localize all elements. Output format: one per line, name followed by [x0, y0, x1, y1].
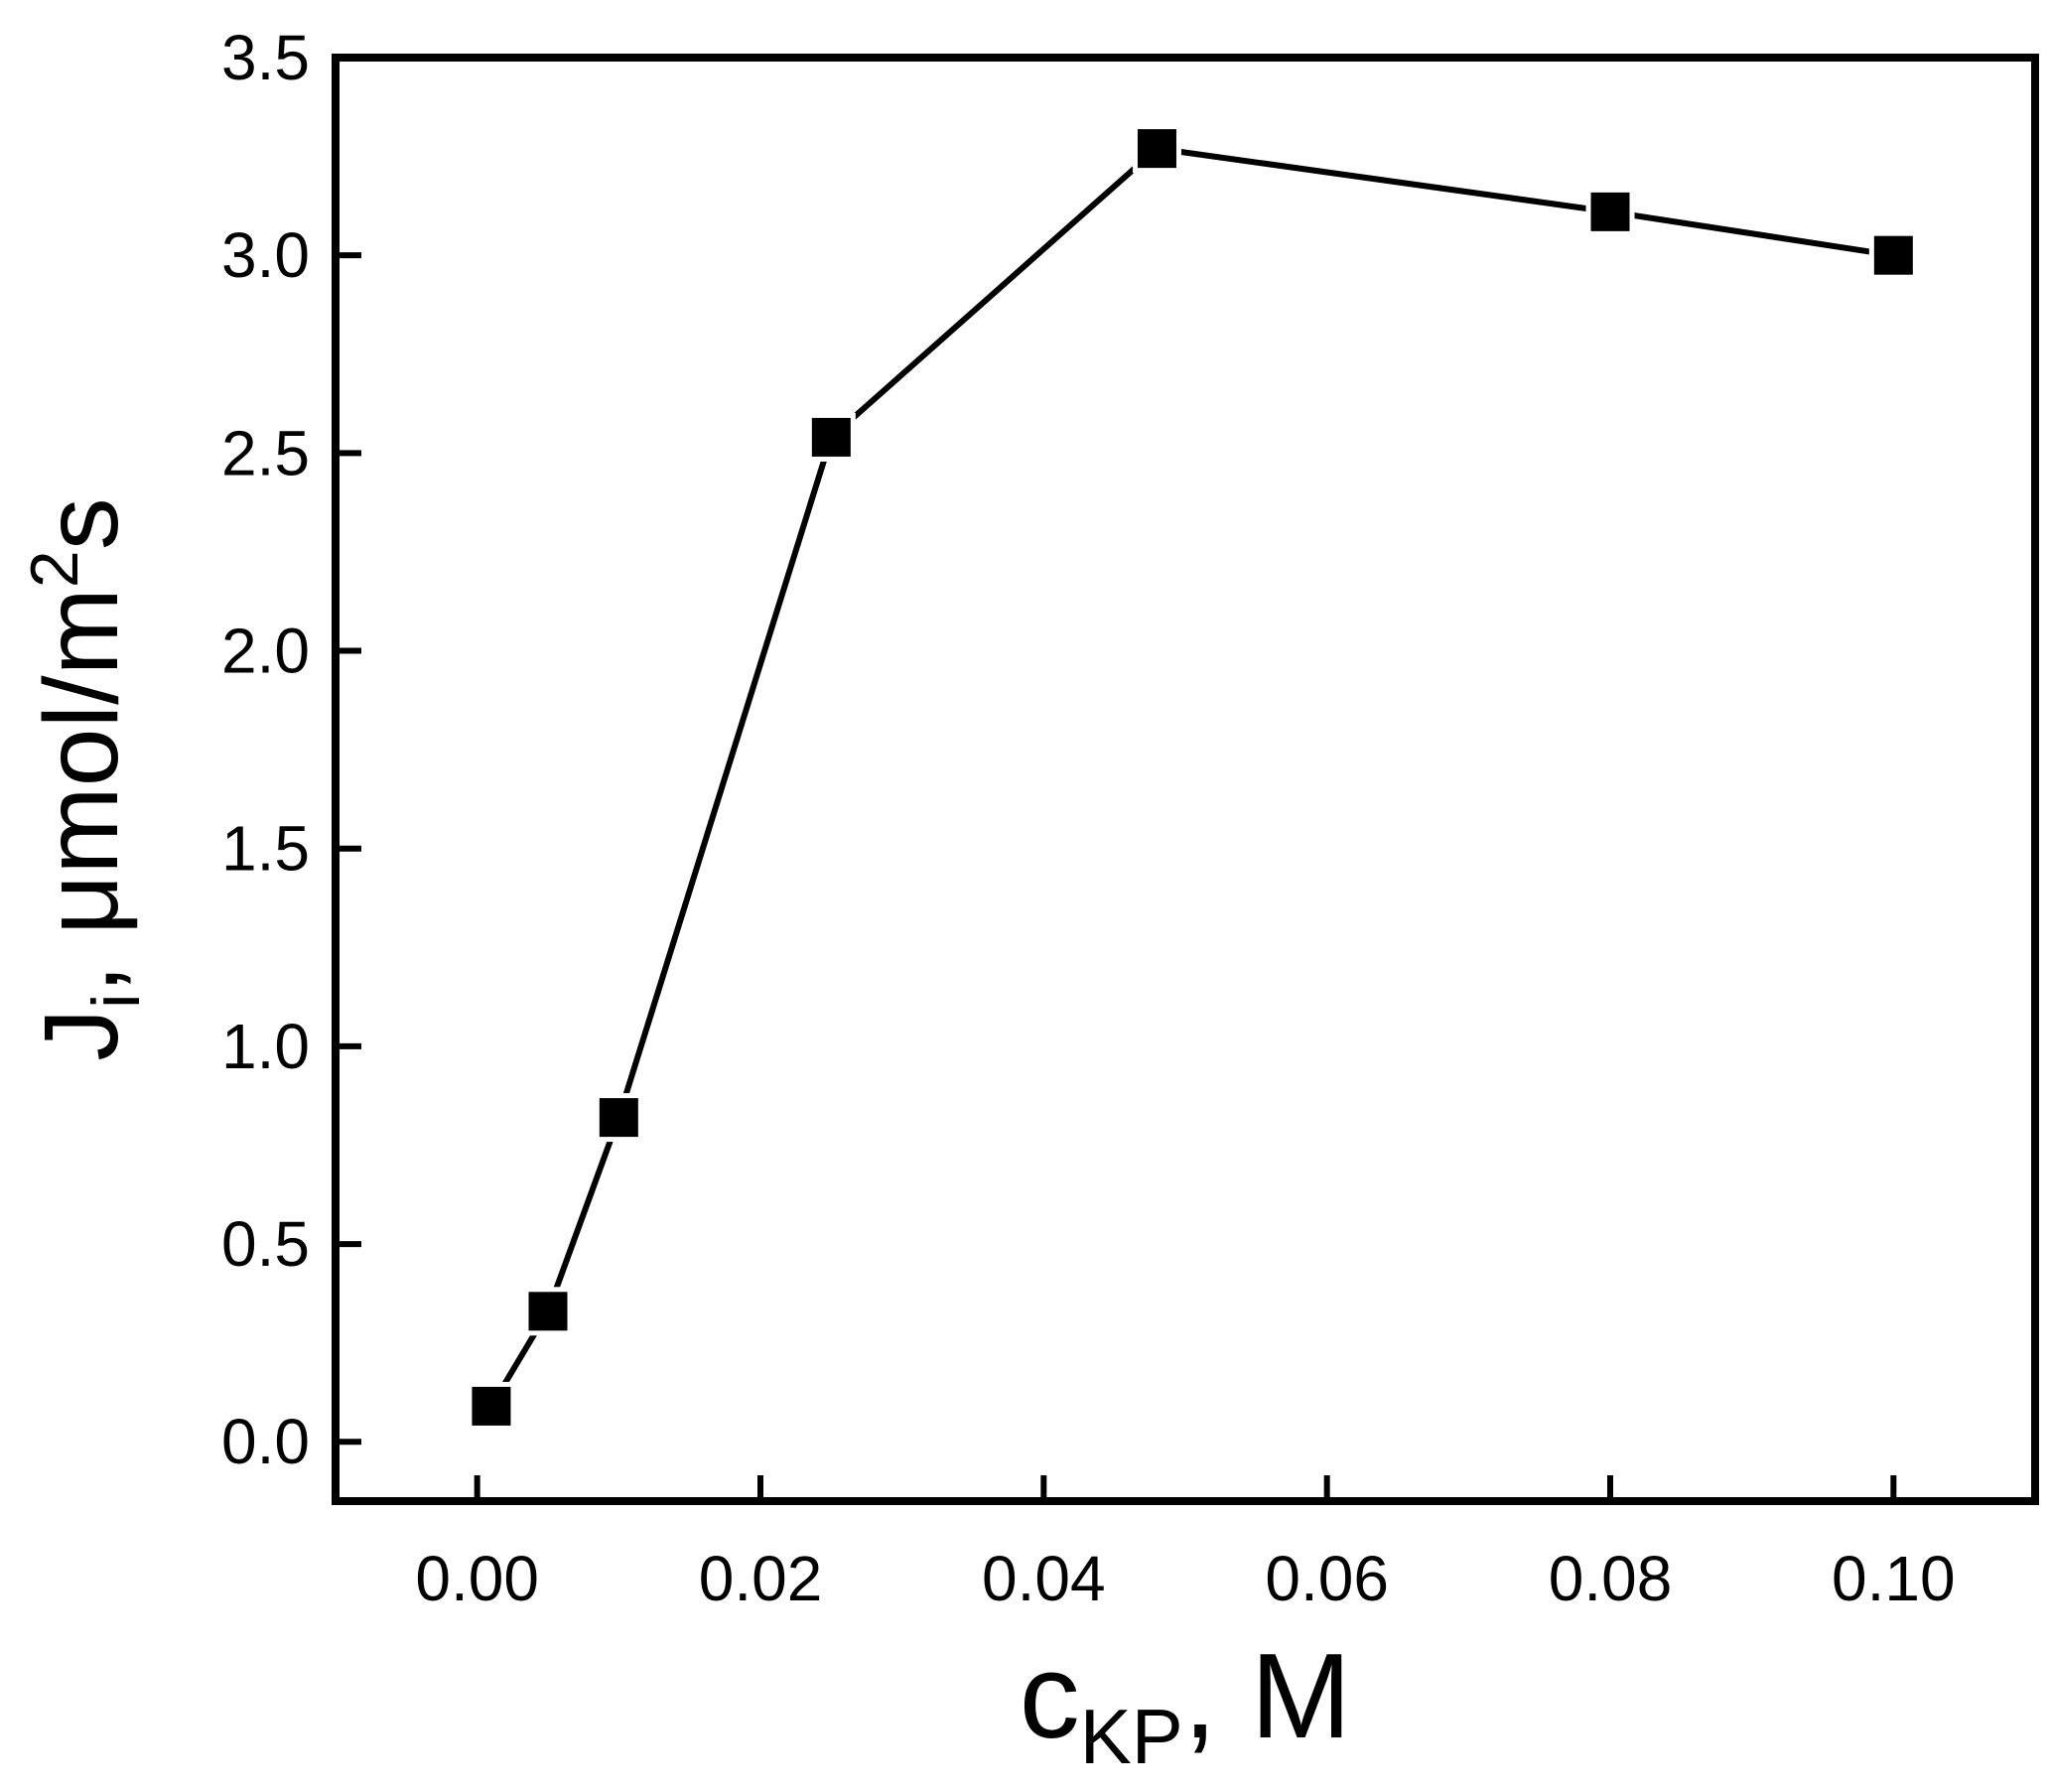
data-point-marker	[467, 1381, 516, 1431]
y-tick-label: 2.0	[221, 616, 310, 687]
data-point-marker	[594, 1093, 643, 1143]
y-tick-label: 0.5	[221, 1208, 310, 1280]
series-line-segment	[1609, 208, 1894, 259]
series-line-segment	[1157, 145, 1611, 215]
y-axis-title: Ji, μmol/m2s	[17, 497, 154, 1060]
x-tick-label: 0.04	[982, 1543, 1106, 1614]
series-line-segment	[829, 146, 1160, 440]
data-point-marker	[1585, 187, 1635, 236]
x-tick-label: 0.08	[1549, 1543, 1673, 1614]
y-tick-label: 1.0	[221, 1011, 310, 1082]
x-tick-label: 0.06	[1265, 1543, 1389, 1614]
x-tick-label: 0.00	[415, 1543, 539, 1614]
x-tick-label: 0.02	[699, 1543, 823, 1614]
series-line-segment	[615, 436, 835, 1119]
x-axis-title: cKP, M	[1020, 1628, 1351, 1780]
y-tick-label: 3.0	[221, 219, 310, 291]
x-tick-label: 0.10	[1832, 1543, 1956, 1614]
y-tick-label: 1.5	[221, 813, 310, 885]
data-point-marker	[806, 412, 856, 462]
y-tick-label: 3.5	[221, 22, 310, 93]
data-point-marker	[523, 1287, 573, 1336]
series-line-segment	[545, 1116, 622, 1312]
y-tick-label: 0.0	[221, 1406, 310, 1477]
series-group	[467, 124, 1918, 1431]
y-axis-ticks: 0.0 0.5 1.0 1.5 2.0 2.5 3.0 3.5	[221, 22, 361, 1477]
data-point-marker	[1132, 124, 1181, 174]
data-point-marker	[1868, 230, 1918, 280]
x-axis-ticks: 0.00 0.02 0.04 0.06 0.08 0.10	[415, 1475, 1956, 1614]
y-tick-label: 2.5	[221, 417, 310, 488]
plot-frame	[332, 54, 2039, 1505]
